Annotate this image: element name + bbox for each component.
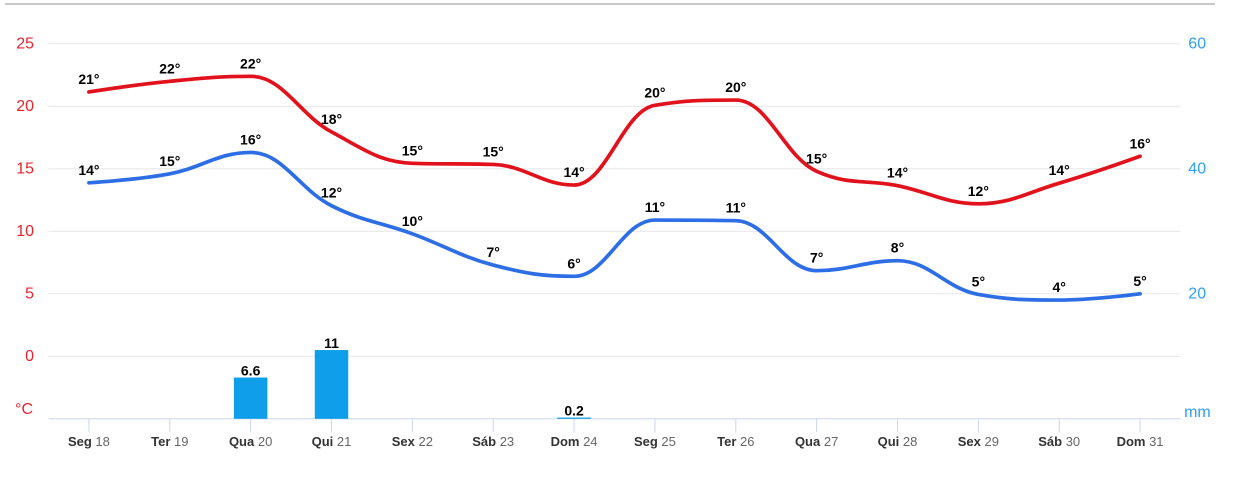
svg-text:15°: 15°: [806, 150, 827, 166]
svg-text:15: 15: [16, 161, 34, 178]
svg-text:7°: 7°: [810, 250, 823, 266]
svg-text:Ter 19: Ter 19: [151, 434, 188, 449]
svg-text:20°: 20°: [725, 79, 746, 95]
svg-text:14°: 14°: [1049, 162, 1070, 178]
svg-text:6.6: 6.6: [241, 362, 261, 378]
svg-text:20°: 20°: [644, 84, 665, 100]
svg-text:15°: 15°: [159, 153, 180, 169]
svg-text:25: 25: [16, 36, 34, 53]
svg-text:15°: 15°: [483, 143, 504, 159]
svg-text:4°: 4°: [1053, 279, 1066, 295]
svg-text:Seg 18: Seg 18: [68, 434, 110, 449]
svg-text:12°: 12°: [968, 183, 989, 199]
svg-text:0: 0: [25, 348, 34, 365]
svg-text:5: 5: [25, 286, 34, 303]
svg-text:°C: °C: [15, 401, 33, 418]
svg-text:10°: 10°: [402, 213, 423, 229]
svg-text:16°: 16°: [1129, 135, 1150, 151]
svg-text:Dom 24: Dom 24: [551, 434, 598, 449]
svg-text:15°: 15°: [402, 142, 423, 158]
svg-text:Ter 26: Ter 26: [717, 434, 754, 449]
svg-text:5°: 5°: [972, 273, 985, 289]
svg-text:6°: 6°: [567, 255, 580, 271]
svg-text:Seg 25: Seg 25: [634, 434, 676, 449]
svg-text:Qua 20: Qua 20: [229, 434, 272, 449]
svg-text:18°: 18°: [321, 111, 342, 127]
svg-text:Sex 29: Sex 29: [958, 434, 999, 449]
svg-text:Dom 31: Dom 31: [1117, 434, 1164, 449]
svg-text:Qui 28: Qui 28: [878, 434, 918, 449]
svg-text:Sáb 23: Sáb 23: [472, 434, 514, 449]
svg-text:0.2: 0.2: [564, 402, 584, 418]
svg-text:22°: 22°: [159, 60, 180, 76]
svg-text:5°: 5°: [1133, 273, 1146, 289]
svg-text:20: 20: [1188, 286, 1206, 303]
svg-text:7°: 7°: [487, 244, 500, 260]
svg-text:Qua 27: Qua 27: [795, 434, 838, 449]
svg-text:mm: mm: [1184, 404, 1211, 421]
svg-text:14°: 14°: [563, 164, 584, 180]
svg-text:60: 60: [1188, 36, 1206, 53]
svg-text:16°: 16°: [240, 131, 261, 147]
svg-text:20: 20: [16, 98, 34, 115]
svg-text:11°: 11°: [645, 199, 665, 215]
svg-text:22°: 22°: [240, 55, 261, 71]
svg-text:Sáb 30: Sáb 30: [1038, 434, 1080, 449]
svg-text:12°: 12°: [321, 185, 342, 201]
svg-text:Qui 21: Qui 21: [312, 434, 352, 449]
svg-text:8°: 8°: [891, 240, 904, 256]
svg-text:10: 10: [16, 223, 34, 240]
svg-text:11°: 11°: [726, 200, 746, 216]
svg-text:14°: 14°: [887, 165, 908, 181]
svg-text:Sex 22: Sex 22: [392, 434, 433, 449]
svg-text:11: 11: [324, 335, 339, 351]
svg-text:21°: 21°: [78, 71, 99, 87]
svg-text:14°: 14°: [78, 162, 99, 178]
svg-text:40: 40: [1188, 161, 1206, 178]
